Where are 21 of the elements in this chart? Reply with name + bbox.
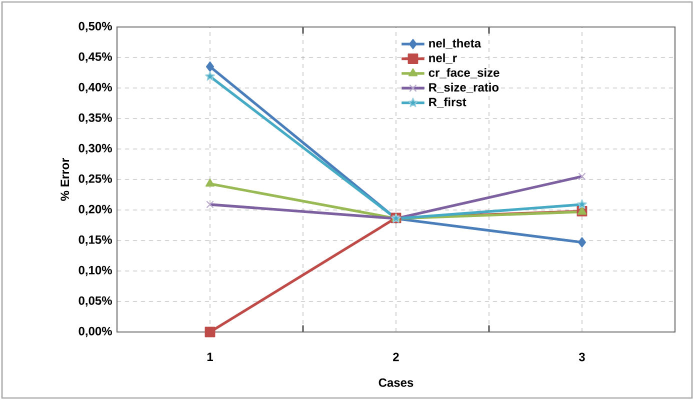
y-tick-label: 0,15% <box>78 235 112 246</box>
y-axis-title: % Error <box>60 158 70 201</box>
x-axis-title: Cases <box>378 378 414 387</box>
legend-label: nel_r <box>429 53 457 64</box>
y-tick-label: 0,10% <box>78 266 112 276</box>
x-tick-label: 1 <box>207 352 214 361</box>
y-tick-label: 0,30% <box>78 144 112 154</box>
x-tick-label: 3 <box>578 352 585 362</box>
y-tick-label: 0,25% <box>78 174 112 185</box>
y-tick-label: 0,50% <box>78 22 112 32</box>
legend-label: cr_face_size <box>428 68 500 78</box>
y-tick-label: 0,00% <box>78 326 112 338</box>
y-tick-label: 0,45% <box>78 52 112 63</box>
legend-label: R_size_ratio <box>429 82 499 93</box>
y-tick-label: 0,35% <box>78 113 112 124</box>
y-tick-label: 0,05% <box>78 296 112 307</box>
y-tick-label: 0,40% <box>78 82 112 94</box>
y-tick-label: 0,20% <box>78 204 112 216</box>
legend-label: nel_theta <box>429 38 482 49</box>
legend-label: R_first <box>429 97 466 108</box>
x-tick-label: 2 <box>393 352 399 362</box>
